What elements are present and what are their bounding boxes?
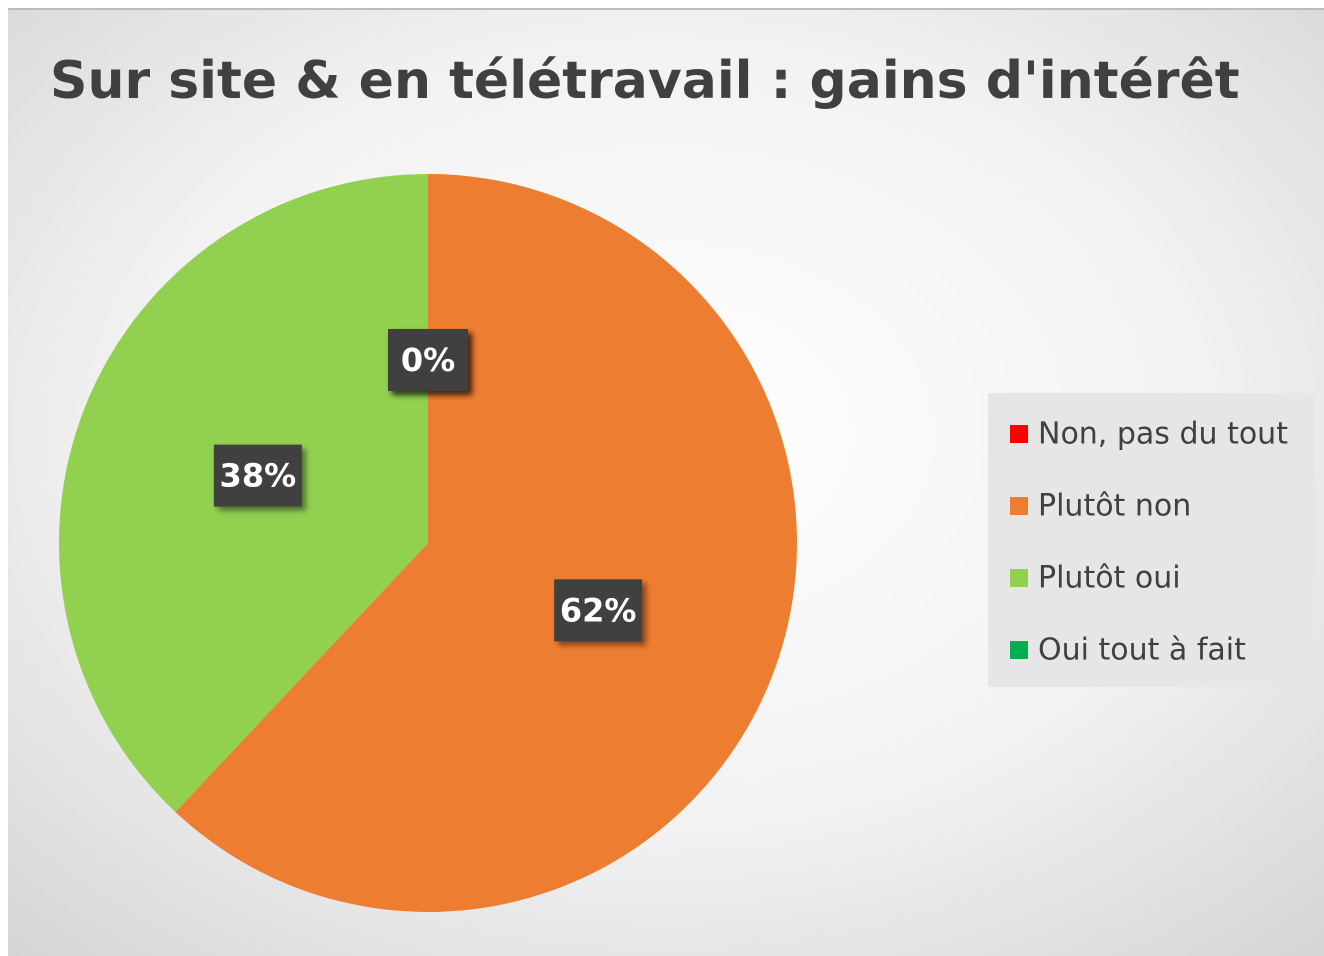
legend-label: Plutôt oui xyxy=(1038,561,1181,596)
legend-box xyxy=(988,393,1315,687)
data-label-text: 0% xyxy=(401,341,455,379)
legend-swatch xyxy=(1010,425,1028,443)
pie-slice xyxy=(175,174,798,912)
data-label-box xyxy=(388,329,468,391)
data-label-text: 62% xyxy=(560,591,637,629)
legend-label: Non, pas du tout xyxy=(1038,417,1288,452)
legend-label: Plutôt non xyxy=(1038,489,1191,524)
legend-label: Oui tout à fait xyxy=(1038,633,1246,668)
data-label: 38% xyxy=(213,444,302,507)
legend-swatch xyxy=(1010,641,1028,659)
data-label-box xyxy=(554,579,643,642)
data-label-box xyxy=(213,444,302,507)
data-label: 62% xyxy=(554,579,643,642)
legend-swatch xyxy=(1010,569,1028,587)
legend-swatch xyxy=(1010,497,1028,515)
data-label-text: 38% xyxy=(220,457,297,495)
chart-title: Sur site & en télétravail : gains d'inté… xyxy=(50,51,1240,111)
data-label: 0% xyxy=(388,329,468,391)
